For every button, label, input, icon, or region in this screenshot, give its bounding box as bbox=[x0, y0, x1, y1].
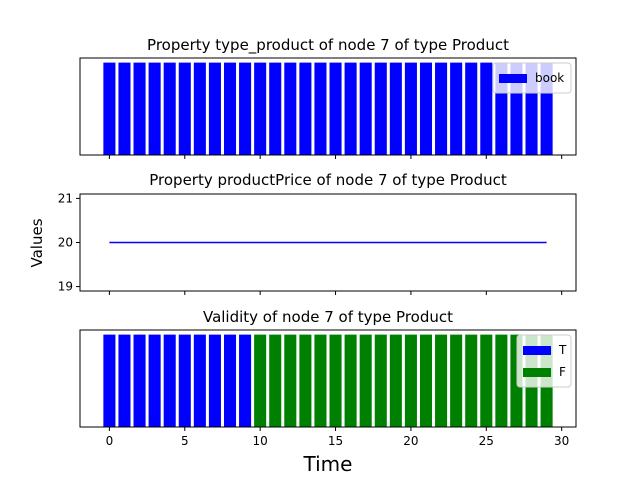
bar-book-9 bbox=[239, 62, 252, 156]
type-product-bars bbox=[103, 62, 553, 156]
bar-F-24 bbox=[465, 334, 478, 427]
bar-F-21 bbox=[419, 334, 433, 427]
y-axis-label: Values bbox=[28, 218, 46, 267]
bar-F-10 bbox=[254, 334, 267, 427]
bar-T-1 bbox=[118, 334, 131, 427]
bar-F-14 bbox=[314, 334, 327, 427]
bar-book-13 bbox=[299, 62, 312, 156]
bar-F-16 bbox=[344, 334, 357, 427]
bar-book-12 bbox=[284, 62, 297, 156]
x-axis-label: Time bbox=[303, 452, 353, 476]
bar-F-19 bbox=[389, 334, 402, 427]
type-product-title: Property type_product of node 7 of type … bbox=[147, 36, 509, 55]
bar-F-25 bbox=[480, 334, 493, 427]
type-product-panel: Property type_product of node 7 of type … bbox=[79, 36, 577, 159]
validity-panel: Validity of node 7 of type Product 0 5 10 1… bbox=[79, 308, 577, 448]
bar-book-24 bbox=[465, 62, 478, 156]
bar-book-1 bbox=[118, 62, 131, 156]
x-tick-label: 10 bbox=[253, 434, 268, 448]
bar-F-15 bbox=[329, 334, 342, 427]
bar-F-12 bbox=[284, 334, 297, 427]
bar-book-11 bbox=[269, 62, 282, 156]
type-product-x-ticks bbox=[108, 155, 563, 159]
bar-book-25 bbox=[480, 62, 493, 156]
bar-book-3 bbox=[148, 62, 161, 156]
x-tick-label: 25 bbox=[479, 434, 494, 448]
legend-box bbox=[492, 62, 572, 94]
x-tick-label: 15 bbox=[328, 434, 343, 448]
x-tick-label: 20 bbox=[403, 434, 418, 448]
legend-swatch-F bbox=[523, 368, 551, 377]
legend-label-T: T bbox=[558, 343, 567, 357]
bar-book-22 bbox=[435, 62, 448, 156]
validity-legend: TF bbox=[516, 334, 572, 388]
validity-bars bbox=[103, 334, 553, 427]
bar-T-0 bbox=[103, 334, 116, 427]
product-price-y-ticks: 19 20 21 bbox=[58, 191, 80, 294]
y-tick-label: 20 bbox=[58, 236, 73, 250]
bar-book-20 bbox=[404, 62, 417, 156]
bar-book-15 bbox=[329, 62, 342, 156]
bar-book-10 bbox=[254, 62, 267, 156]
bar-T-8 bbox=[223, 334, 237, 427]
bar-F-20 bbox=[404, 334, 417, 427]
type-product-axes-frame bbox=[79, 57, 577, 156]
bar-book-5 bbox=[178, 62, 191, 156]
bar-book-4 bbox=[163, 62, 176, 156]
product-price-panel: Property productPrice of node 7 of type … bbox=[58, 171, 577, 295]
x-tick-label: 0 bbox=[106, 434, 114, 448]
legend-swatch-book bbox=[499, 74, 527, 83]
validity-x-ticks: 0 5 10 15 20 25 30 bbox=[106, 427, 569, 448]
y-tick-label: 21 bbox=[58, 191, 73, 205]
bar-T-7 bbox=[208, 334, 221, 427]
bar-F-22 bbox=[435, 334, 448, 427]
bar-T-6 bbox=[193, 334, 206, 427]
product-price-title: Property productPrice of node 7 of type … bbox=[149, 171, 507, 189]
legend-label-F: F bbox=[559, 365, 566, 379]
bar-F-23 bbox=[450, 334, 463, 427]
type-product-legend: book bbox=[492, 62, 572, 94]
bar-T-9 bbox=[239, 334, 252, 427]
bar-book-6 bbox=[193, 62, 206, 156]
legend-label-book: book bbox=[535, 71, 564, 85]
bar-book-8 bbox=[223, 62, 237, 156]
bar-book-17 bbox=[359, 62, 372, 156]
bar-book-18 bbox=[374, 62, 387, 156]
x-tick-label: 30 bbox=[554, 434, 569, 448]
bar-F-26 bbox=[495, 334, 508, 427]
bar-book-0 bbox=[103, 62, 116, 156]
bar-F-11 bbox=[269, 334, 282, 427]
y-tick-label: 19 bbox=[58, 280, 73, 294]
bar-book-21 bbox=[419, 62, 433, 156]
validity-axes-frame bbox=[79, 329, 577, 428]
bar-book-16 bbox=[344, 62, 357, 156]
bar-F-13 bbox=[299, 334, 312, 427]
legend-swatch-T bbox=[523, 346, 551, 355]
bar-book-23 bbox=[450, 62, 463, 156]
bar-F-18 bbox=[374, 334, 387, 427]
product-price-x-ticks bbox=[108, 291, 563, 295]
x-tick-label: 5 bbox=[181, 434, 189, 448]
validity-title: Validity of node 7 of type Product bbox=[203, 308, 453, 326]
bar-F-17 bbox=[359, 334, 372, 427]
bar-T-3 bbox=[148, 334, 161, 427]
bar-book-7 bbox=[208, 62, 221, 156]
bar-book-2 bbox=[133, 62, 146, 156]
bar-T-2 bbox=[133, 334, 146, 427]
bar-T-5 bbox=[178, 334, 191, 427]
bar-book-19 bbox=[389, 62, 402, 156]
bar-book-14 bbox=[314, 62, 327, 156]
bar-T-4 bbox=[163, 334, 176, 427]
